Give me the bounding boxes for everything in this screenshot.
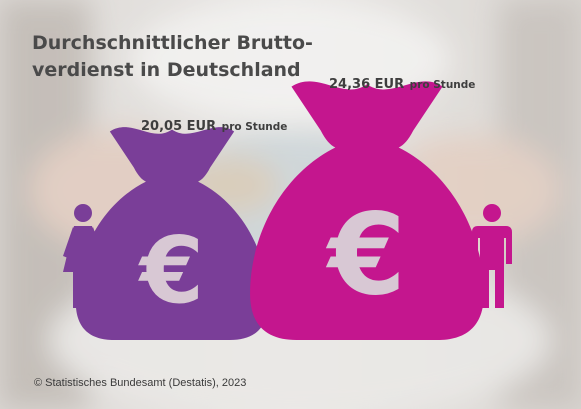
euro-sign-male: € xyxy=(325,191,406,321)
female-person-icon xyxy=(63,204,103,308)
source-credit: © Statistisches Bundesamt (Destatis), 20… xyxy=(34,377,247,389)
euro-sign-female: € xyxy=(138,216,204,324)
money-bag-male: € xyxy=(250,81,484,341)
value-label-female: 20,05 EUR pro Stunde xyxy=(141,115,287,134)
value-label-male: 24,36 EUR pro Stunde xyxy=(329,73,475,92)
chart-title-line1: Durchschnittlicher Brutto- xyxy=(32,32,313,54)
value-label-female-unit: pro Stunde xyxy=(221,121,288,133)
value-label-female-number: 20,05 EUR xyxy=(141,119,217,134)
money-bag-female: € xyxy=(75,127,269,340)
money-bag-female-shape xyxy=(75,127,269,340)
value-label-male-unit: pro Stunde xyxy=(409,79,476,91)
male-person-icon xyxy=(472,204,512,308)
value-label-male-number: 24,36 EUR xyxy=(329,77,405,92)
chart-title-line2: verdienst in Deutschland xyxy=(32,59,301,81)
chart-title: Durchschnittlicher Brutto- verdienst in … xyxy=(32,30,332,84)
money-bag-male-shape xyxy=(250,81,484,341)
